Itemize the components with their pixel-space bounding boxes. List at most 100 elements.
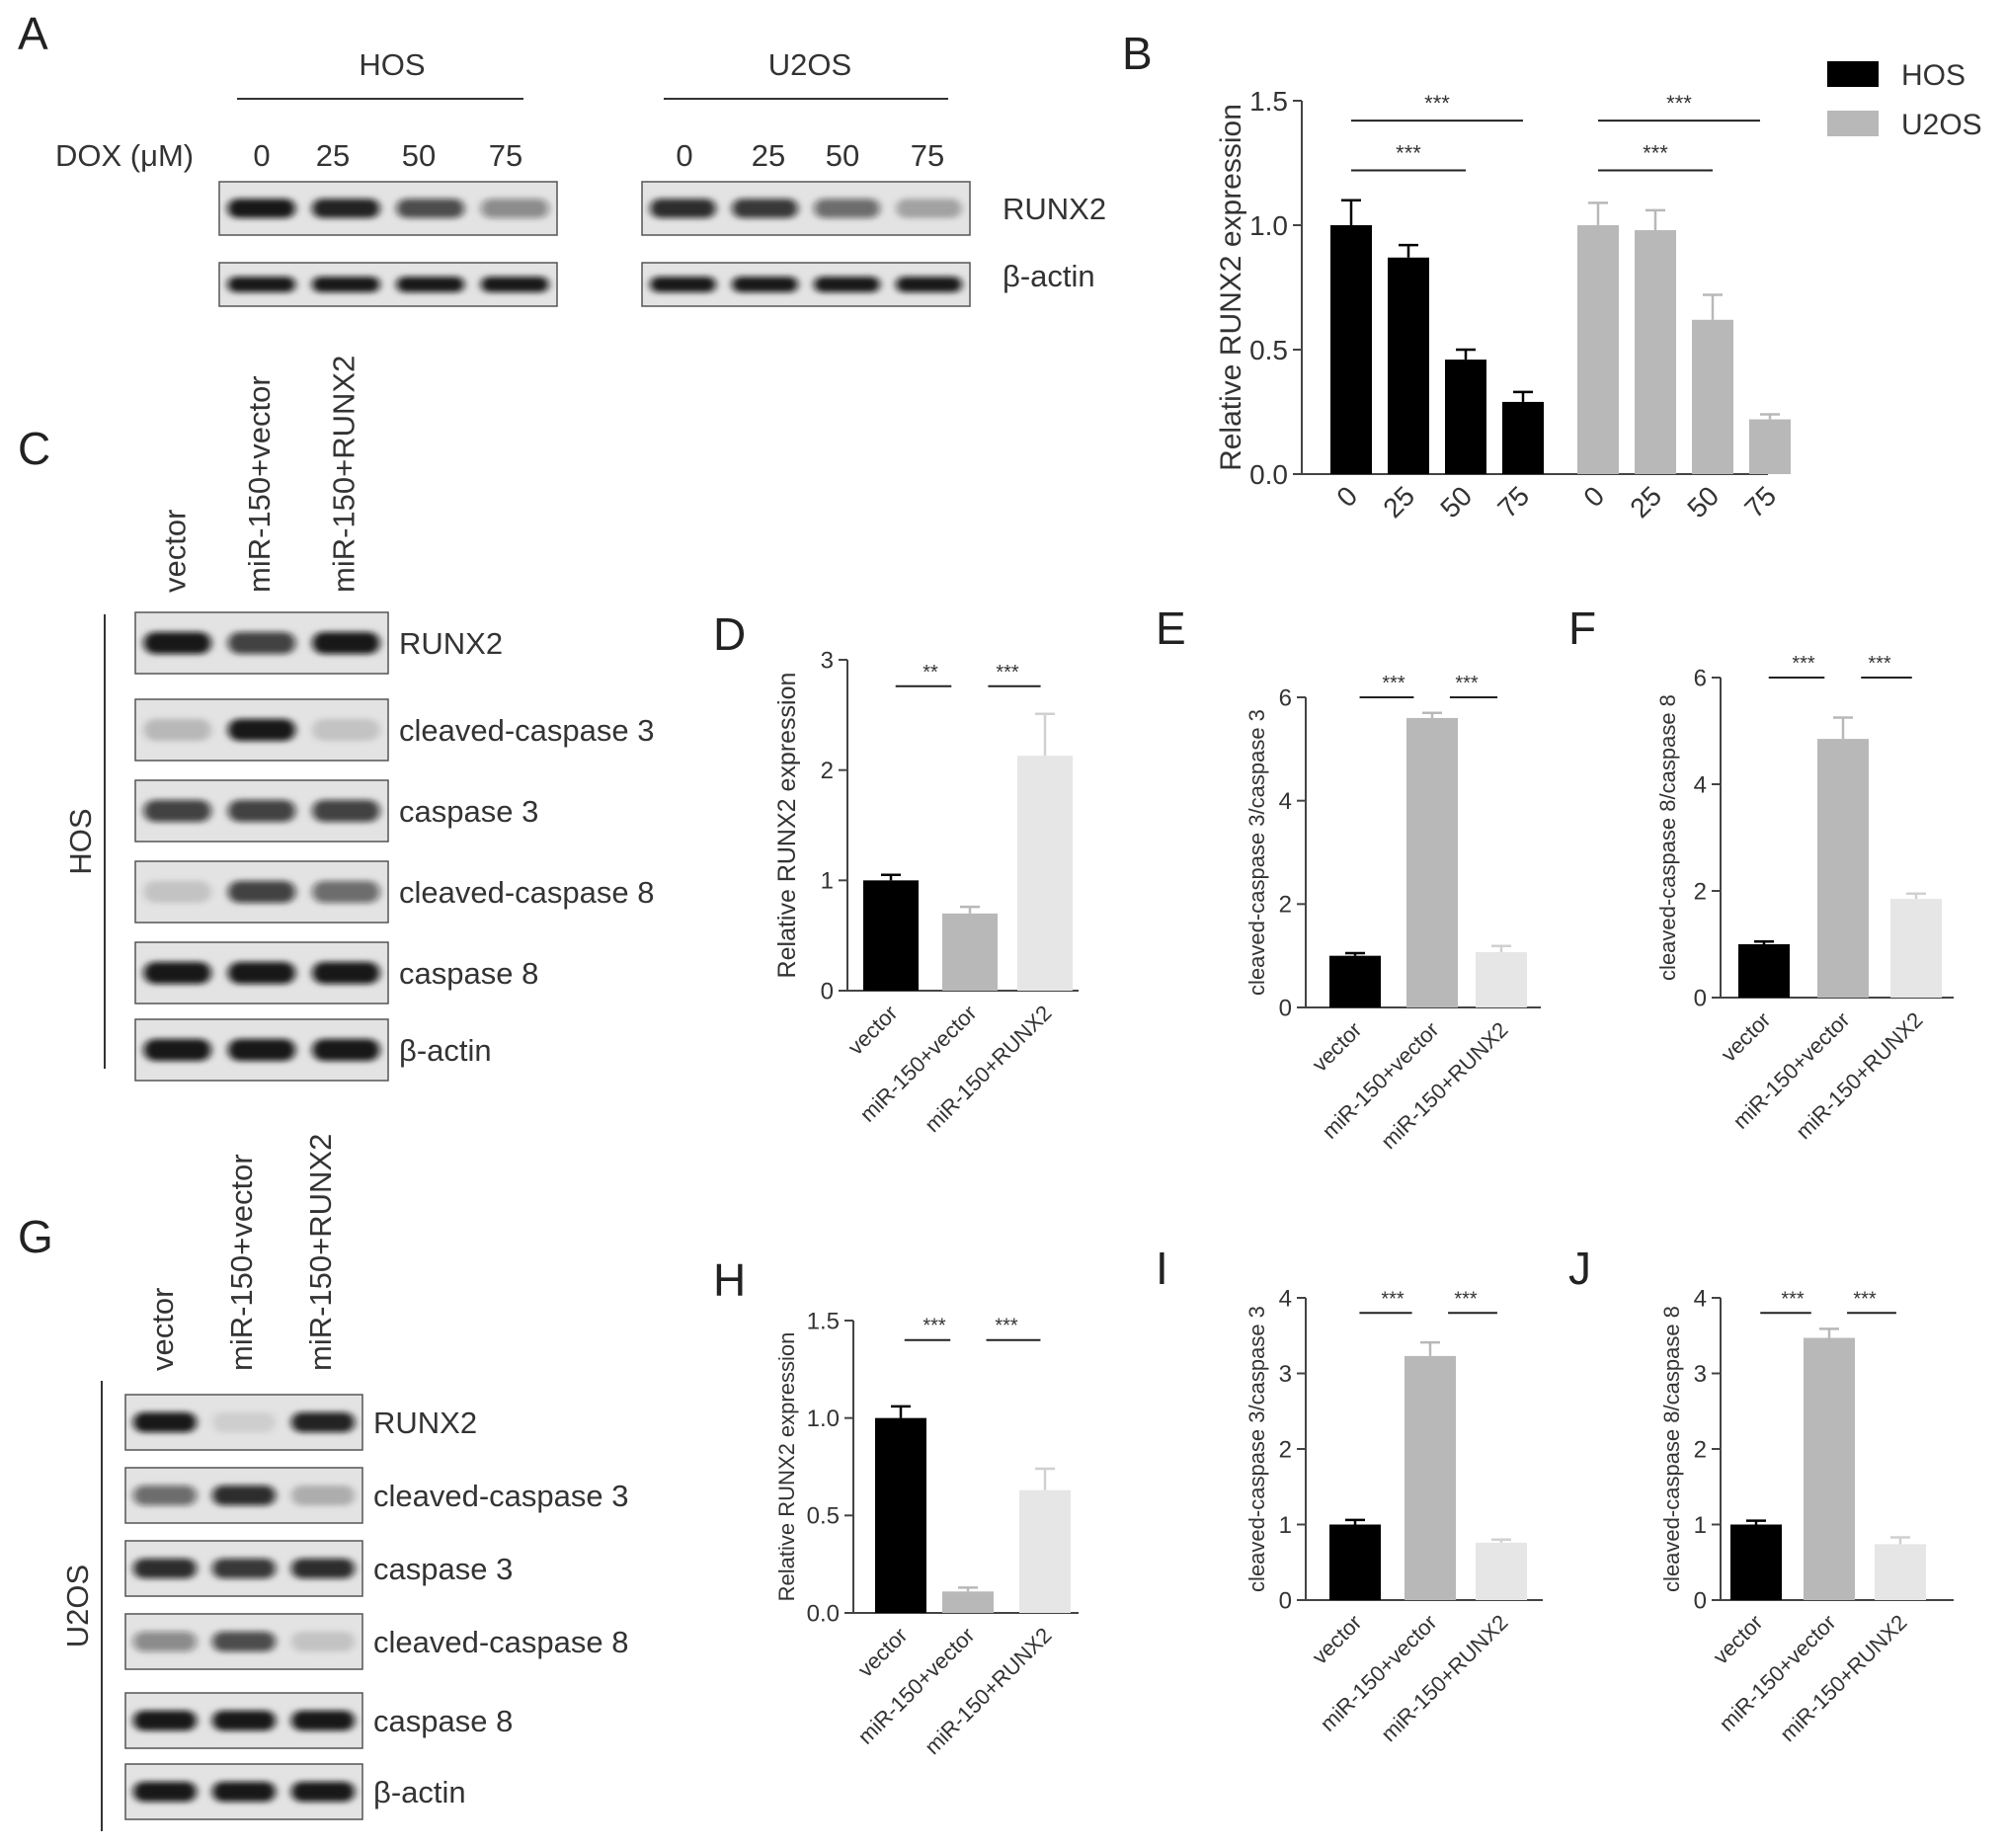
significance-label: *** [1424, 91, 1450, 116]
panel-a-western-blot: HOS U2OS DOX (μM) 0 25 50 75 0 25 50 75 RUNX2 β-a… [55, 47, 1106, 307]
lane-label-mir-150-vector: miR-150+vector [224, 1154, 259, 1371]
y-tick-label: 2 [1279, 1436, 1292, 1463]
blot-a-hos-runx2 [218, 181, 558, 236]
blot-panel-g-runx2 [124, 1394, 363, 1451]
blot-a-hos-beta-actin-band [227, 277, 295, 292]
blot-panel-c-caspase-3-band [227, 799, 296, 823]
bar-vector [1730, 1524, 1782, 1600]
dose-label-u2os-25: 25 [752, 138, 785, 173]
bar-mir-150-runx2 [1476, 952, 1527, 1007]
blot-panel-g-cleaved-caspase-3 [124, 1467, 363, 1524]
bar-mir-150-vector [1804, 1337, 1855, 1600]
dox-label: DOX (μM) [55, 138, 194, 173]
blot-a-u2os-runx2 [641, 181, 971, 236]
blot-panel-c-cleaved-caspase-3-band [312, 718, 380, 742]
blot-panel-c-cleaved-caspase-8 [134, 860, 389, 924]
blot-panel-c-cleaved-caspase-8-band [143, 880, 211, 904]
blot-panel-g-runx2-band [291, 1411, 355, 1433]
blot-panel-g-caspase-8 [124, 1692, 363, 1749]
y-axis-title: Relative RUNX2 expression [773, 673, 801, 979]
significance-label: *** [1381, 1288, 1404, 1310]
y-tick-label: 3 [821, 647, 834, 674]
blot-panel-c-cleaved-caspase-8-band [312, 880, 380, 904]
bar-mir-150-vector [942, 913, 998, 991]
blot-a-hos-beta-actin-band [396, 277, 464, 292]
y-axis-title: cleaved-caspase 3/caspase 3 [1244, 709, 1269, 996]
band-label-cleaved-caspase-8: cleaved-caspase 8 [373, 1625, 629, 1659]
bar-hos-25 [1388, 257, 1429, 474]
band-label-caspase-3: caspase 3 [399, 794, 538, 829]
bar-mir-150-vector [942, 1591, 994, 1613]
blot-panel-g-actin-band [133, 1781, 197, 1803]
blot-panel-g-cleaved-caspase-8-band [212, 1631, 276, 1652]
y-tick-label: 2 [1694, 1436, 1707, 1463]
x-tick-label: 0 [1330, 480, 1363, 513]
dose-label-u2os-0: 0 [676, 138, 692, 173]
y-axis-title: cleaved-caspase 8/caspase 8 [1655, 694, 1680, 981]
panel-letter-j: J [1568, 1243, 1591, 1294]
band-label-actin: β-actin [399, 1033, 492, 1068]
cell-line-label-u2os: U2OS [768, 47, 851, 82]
y-tick-label: 3 [1694, 1361, 1707, 1388]
blot-panel-c-caspase-3-band [312, 799, 380, 823]
bar-mir-150-runx2 [1890, 899, 1942, 998]
blot-a-hos-beta-actin-band [481, 277, 549, 292]
panel-letter-f: F [1568, 603, 1596, 654]
significance-label: *** [1781, 1288, 1805, 1310]
panel-e-chart: 0 2 4 6 cleaved-caspase 3/caspase 3 vectormiR… [1244, 673, 1541, 1154]
x-tick-label-mir-150-runx2: miR-150+RUNX2 [1376, 1610, 1512, 1746]
dose-label-hos-50: 50 [402, 138, 436, 173]
legend-swatch-hos [1827, 61, 1879, 87]
blot-panel-c-caspase-8-band [312, 961, 380, 985]
blot-panel-g-actin-band [291, 1781, 355, 1803]
y-tick-label: 0 [1694, 1587, 1707, 1614]
blot-a-hos-runx2-band [396, 199, 464, 218]
blot-panel-c-caspase-8 [134, 941, 389, 1004]
panel-i-chart: 0 1 2 3 4 cleaved-caspase 3/caspase 3 vectormi… [1244, 1285, 1543, 1746]
x-tick-label-vector: vector [843, 1001, 902, 1060]
y-tick-label: 0 [821, 978, 834, 1004]
blot-a-u2os-beta-actin-band [732, 277, 798, 292]
band-label-cleaved-caspase-3: cleaved-caspase 3 [373, 1479, 629, 1513]
blot-panel-g-actin-band [212, 1781, 276, 1803]
bar-vector [875, 1417, 926, 1613]
blot-panel-g-cleaved-caspase-3-band [291, 1485, 355, 1506]
blot-panel-c-runx2 [134, 611, 389, 675]
y-tick-label: 0.5 [807, 1503, 840, 1530]
y-tick-label: 0.0 [1249, 459, 1288, 490]
blot-a-hos-beta-actin-band [312, 277, 380, 292]
blot-a-u2os-runx2-band [650, 199, 716, 218]
bar-hos-50 [1445, 360, 1486, 474]
blot-a-u2os-beta-actin-band [814, 277, 880, 292]
band-label-actin: β-actin [373, 1775, 466, 1809]
x-tick-label: 50 [1681, 480, 1725, 523]
x-tick-label-vector: vector [852, 1623, 912, 1682]
blot-panel-g-actin [124, 1763, 363, 1820]
blot-panel-c-actin [134, 1018, 389, 1082]
bar-mir-150-runx2 [1019, 1489, 1071, 1613]
panel-letter-a: A [18, 8, 48, 59]
x-tick-label: 25 [1624, 480, 1667, 523]
x-tick-label-vector: vector [1716, 1007, 1775, 1067]
blot-panel-g-runx2-band [212, 1411, 276, 1433]
dose-label-hos-75: 75 [489, 138, 522, 173]
y-tick-label: 6 [1694, 665, 1707, 691]
y-axis-title: cleaved-caspase 8/caspase 8 [1659, 1306, 1684, 1592]
y-tick-label: 2 [1694, 878, 1707, 905]
y-tick-label: 6 [1279, 684, 1292, 711]
significance-label: *** [923, 1316, 946, 1337]
x-tick-label: 75 [1491, 480, 1535, 523]
blot-panel-c-runx2-band [227, 631, 296, 655]
y-tick-label: 0.0 [807, 1600, 840, 1627]
y-tick-label: 1.0 [807, 1406, 840, 1432]
blot-panel-g-caspase-8-band [212, 1710, 276, 1731]
bar-mir-150-runx2 [1476, 1542, 1527, 1600]
significance-label: *** [1643, 141, 1668, 166]
blot-panel-c-cleaved-caspase-3 [134, 698, 389, 762]
panel-f-chart: 0 2 4 6 cleaved-caspase 8/caspase 8 vector miR… [1655, 653, 1954, 1144]
blot-panel-g-caspase-8-band [291, 1710, 355, 1731]
blot-panel-g-cleaved-caspase-8-band [133, 1631, 197, 1652]
y-tick-label: 1.0 [1249, 210, 1288, 241]
cell-line-label-hos: HOS [63, 808, 98, 874]
